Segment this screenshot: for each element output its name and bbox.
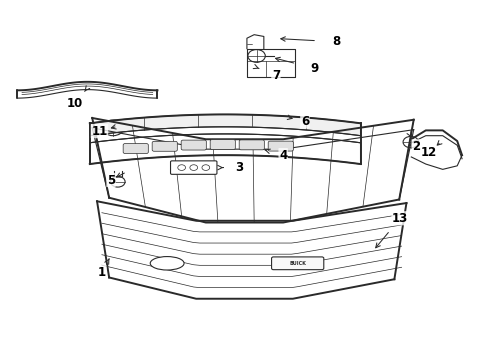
FancyBboxPatch shape bbox=[267, 141, 293, 151]
Text: 8: 8 bbox=[331, 35, 340, 48]
Polygon shape bbox=[90, 134, 360, 164]
Ellipse shape bbox=[150, 257, 183, 270]
FancyBboxPatch shape bbox=[271, 257, 323, 270]
Text: 5: 5 bbox=[107, 174, 115, 186]
Text: 10: 10 bbox=[67, 97, 83, 110]
Text: BUICK: BUICK bbox=[288, 261, 305, 266]
Text: 11: 11 bbox=[91, 125, 107, 138]
FancyBboxPatch shape bbox=[123, 144, 148, 153]
FancyBboxPatch shape bbox=[181, 140, 206, 150]
Text: 6: 6 bbox=[300, 115, 308, 128]
FancyBboxPatch shape bbox=[152, 141, 177, 151]
FancyBboxPatch shape bbox=[210, 140, 235, 149]
Text: 7: 7 bbox=[271, 69, 280, 82]
Text: 4: 4 bbox=[279, 149, 287, 162]
FancyBboxPatch shape bbox=[170, 161, 217, 174]
FancyBboxPatch shape bbox=[239, 140, 264, 150]
Polygon shape bbox=[90, 114, 360, 136]
Text: 3: 3 bbox=[235, 161, 243, 174]
Text: 12: 12 bbox=[420, 146, 436, 159]
Text: 9: 9 bbox=[310, 62, 318, 75]
Text: 13: 13 bbox=[391, 212, 407, 225]
Text: 2: 2 bbox=[411, 140, 419, 153]
Text: 1: 1 bbox=[98, 266, 106, 279]
